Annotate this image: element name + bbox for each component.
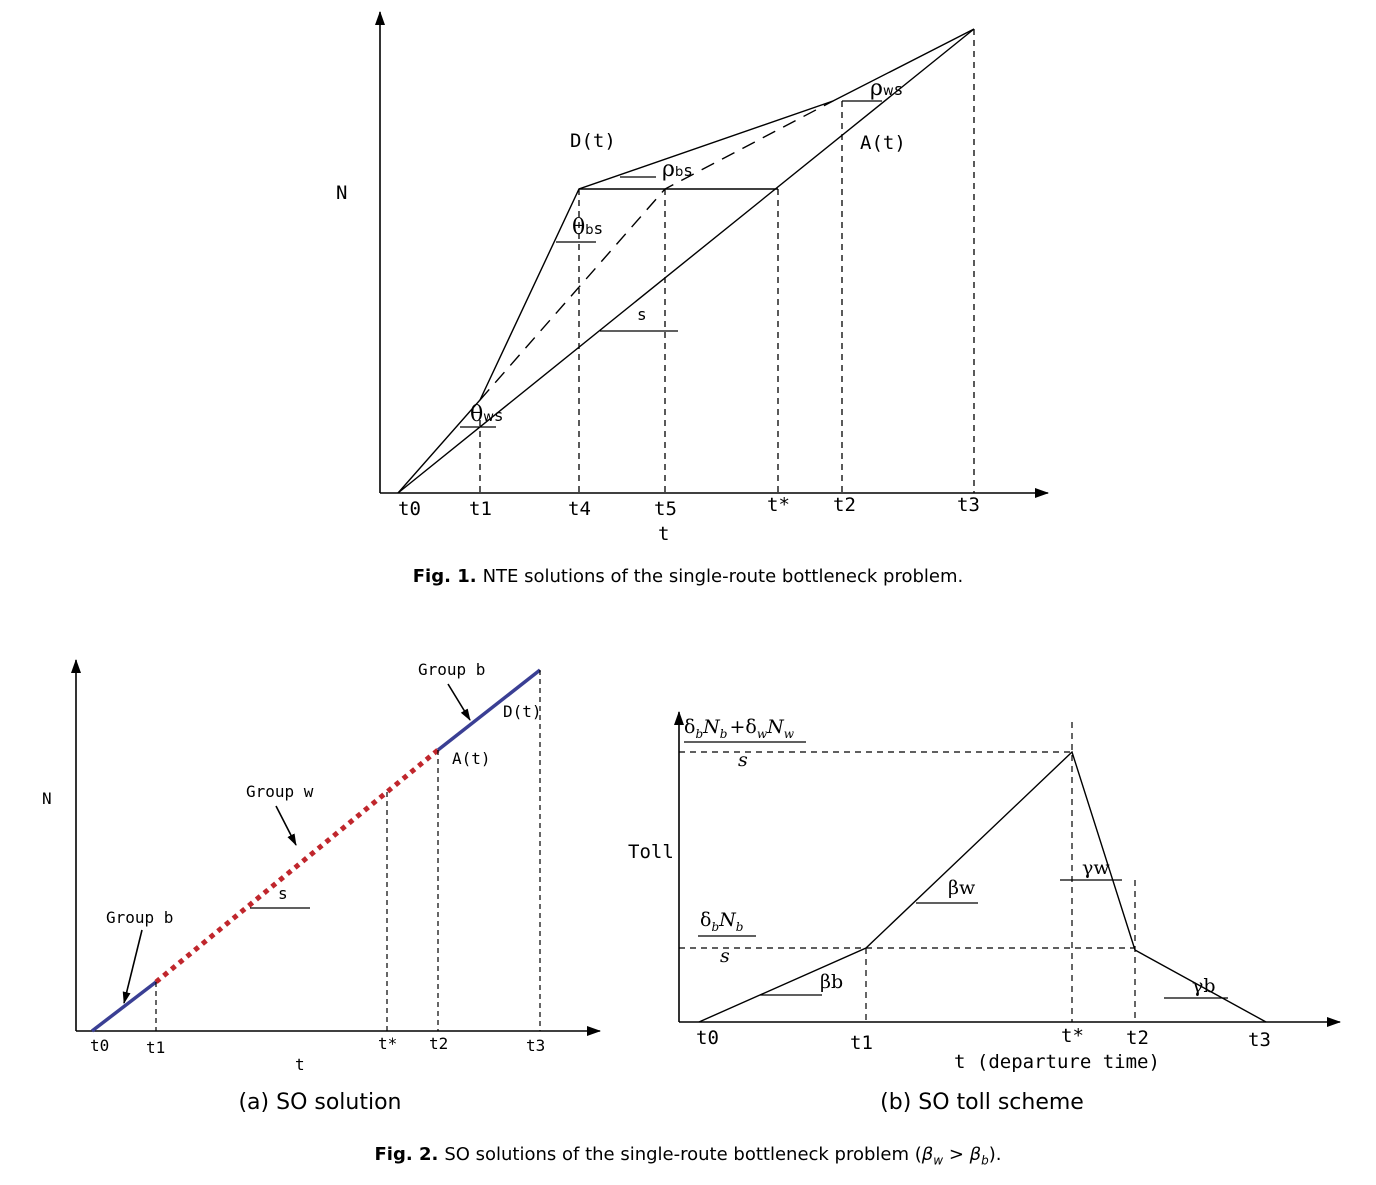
fig2a-group-b-segment-early — [90, 980, 158, 1033]
fig1-caption: Fig. 1. NTE solutions of the single-route… — [0, 566, 1376, 587]
fig1-label-theta-b: θbs — [572, 215, 603, 240]
fig2b-label-gamma-w: γw — [1082, 857, 1110, 879]
fig2b-mid-fraction: δbNb s — [698, 909, 756, 967]
fig2a-x-label: t — [295, 1055, 305, 1074]
fig2a-tick-label: t0 — [90, 1036, 109, 1055]
fig2a-y-label: N — [42, 789, 52, 808]
fig2a-tick-label: t1 — [146, 1038, 165, 1057]
fig2-caption-gt: > — [943, 1144, 970, 1165]
fig2a-group-b-segment-late — [436, 668, 542, 752]
fig2a-arrow-group-b-early — [122, 929, 143, 1004]
fig1-label-s: s — [637, 305, 647, 324]
fig2b-x-label: t (departure time) — [954, 1051, 1160, 1073]
fig2-caption: Fig. 2. SO solutions of the single-route … — [0, 1144, 1376, 1168]
fig2a-tick-label: t3 — [526, 1036, 545, 1055]
fig2a-group-label: Group b — [106, 908, 173, 927]
fig2a-label-s: s — [278, 884, 288, 903]
fig1-tick-label: t* — [767, 494, 790, 516]
fig2a-group-w-segment — [154, 748, 440, 984]
svg-text:δbNb+δwNw: δbNb +δwNw — [684, 716, 795, 741]
fig2b-tick-label: t2 — [1126, 1027, 1149, 1049]
fig2b-tick-label: t1 — [850, 1032, 873, 1054]
fig1-label-arrival: A(t) — [860, 132, 906, 154]
fig1-label-departure: D(t) — [570, 130, 616, 152]
fig1-arrival-curve — [397, 28, 975, 494]
fig2b-subcaption: (b) SO toll scheme — [880, 1090, 1084, 1115]
fig2b-top-fraction: δbNb +δwNw s — [684, 716, 806, 771]
fig2a-subcaption: (a) SO solution — [238, 1090, 402, 1115]
fig1-tick-label: t4 — [568, 498, 591, 520]
fig2a-tick-label: t2 — [429, 1034, 448, 1053]
fig2a-group-label: Group b — [418, 660, 485, 679]
fig2b-tick-label: t* — [1061, 1025, 1084, 1047]
fig1-tick-label: t3 — [957, 494, 980, 516]
fig2a-tick-label: t* — [378, 1034, 397, 1053]
fig1-diagram: N t t0 t1 t4 t5 t* t2 t3 D(t) A(t) θws θ… — [336, 11, 1049, 545]
fig2-caption-beta-w: β — [921, 1144, 934, 1165]
svg-text:s: s — [720, 945, 730, 967]
fig2b-tick-label: t3 — [1248, 1029, 1271, 1051]
fig1-label-rho-w: ρws — [870, 76, 903, 101]
fig2a-diagram: N t t0 t1 t* t2 t3 Group b Group w Group… — [42, 659, 601, 1074]
fig1-tick-label: t2 — [833, 494, 856, 516]
fig2-caption-text: SO solutions of the single-route bottlen… — [444, 1144, 922, 1165]
fig2b-y-label: Toll — [628, 841, 674, 863]
fig2-caption-label: Fig. 2. — [374, 1144, 439, 1165]
fig2a-group-label: Group w — [246, 782, 314, 801]
fig2a-arrow-group-w — [275, 805, 297, 846]
fig2b-diagram: Toll t (departure time) t0 t1 t* t2 t3 β… — [628, 711, 1341, 1073]
fig2b-label-beta-b: βb — [820, 971, 843, 993]
fig2a-label-arrival: A(t) — [452, 749, 491, 768]
fig2-caption-sub-w: w — [933, 1153, 944, 1168]
fig1-x-label: t — [658, 523, 669, 545]
fig2b-label-gamma-b: γb — [1192, 975, 1216, 997]
fig1-y-label: N — [336, 182, 347, 204]
fig2b-toll-curve — [698, 750, 1267, 1023]
fig1-label-theta-w: θws — [470, 402, 504, 427]
fig1-tick-label: t0 — [398, 498, 421, 520]
fig1-tick-label: t5 — [654, 498, 677, 520]
fig2-caption-end: ). — [988, 1144, 1002, 1165]
svg-text:s: s — [738, 749, 748, 771]
fig2-caption-sub-b: b — [981, 1153, 989, 1168]
fig1-dashed-curve — [479, 100, 834, 401]
fig2b-label-beta-w: βw — [948, 877, 976, 899]
svg-text:δbNb: δbNb — [700, 909, 743, 934]
fig1-caption-text: NTE solutions of the single-route bottle… — [482, 566, 964, 587]
fig2a-arrow-group-b-late — [447, 683, 471, 721]
fig2-caption-beta-b: β — [969, 1144, 982, 1165]
fig2a-label-departure: D(t) — [503, 702, 542, 721]
fig1-caption-label: Fig. 1. — [412, 566, 477, 587]
fig1-label-rho-b: ρbs — [662, 157, 693, 182]
fig1-tick-label: t1 — [469, 498, 492, 520]
fig2b-tick-label: t0 — [696, 1027, 719, 1049]
